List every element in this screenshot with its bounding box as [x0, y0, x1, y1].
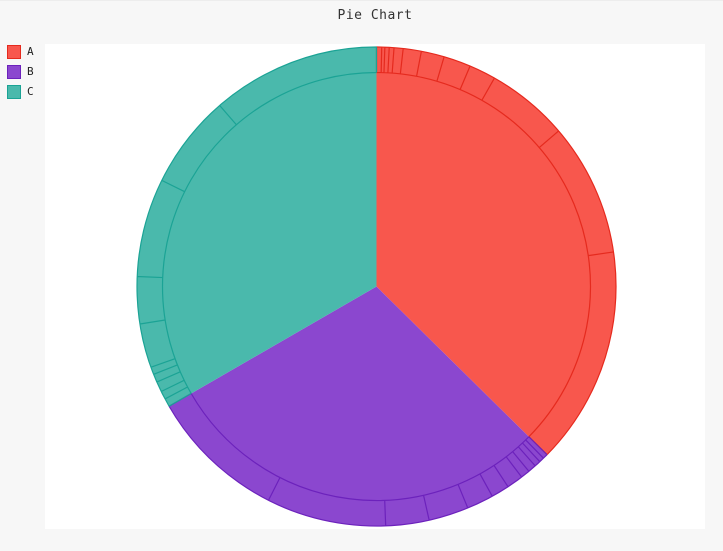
legend-label-a: A	[27, 45, 34, 58]
pie-sector-C	[137, 47, 377, 407]
legend-item-b: B	[7, 65, 34, 79]
legend: A B C	[7, 45, 34, 99]
legend-label-c: C	[27, 85, 34, 98]
legend-item-a: A	[7, 45, 34, 59]
pie-sector-A	[376, 47, 617, 455]
legend-item-c: C	[7, 85, 34, 99]
legend-swatch-b-icon	[7, 65, 21, 79]
pie-sector-outline-C	[136, 46, 378, 407]
chart-title: Pie Chart	[337, 8, 413, 23]
legend-swatch-c-icon	[7, 85, 21, 99]
legend-label-b: B	[27, 65, 34, 78]
pie-sector-outline-B	[168, 392, 548, 527]
pie-sector-B	[169, 286, 548, 527]
legend-swatch-a-icon	[7, 45, 21, 59]
pie-sector-outline-A	[375, 46, 617, 456]
